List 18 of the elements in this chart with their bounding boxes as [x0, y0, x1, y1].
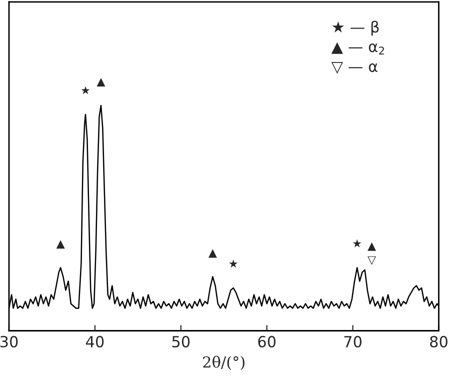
annotation: ▽: [368, 256, 376, 265]
x-tick-label: 40: [86, 336, 104, 348]
x-axis-title: 2θ/(°): [203, 356, 244, 370]
annotation: ★: [81, 86, 90, 94]
annotation: ▲: [208, 249, 217, 258]
x-tick-label: 70: [344, 336, 362, 348]
annotation: ★: [229, 260, 238, 268]
annotation: ▲: [56, 240, 65, 249]
x-tick-label: 80: [430, 336, 448, 348]
x-tick-label: 30: [0, 336, 18, 348]
annotation: ▲: [368, 242, 376, 251]
x-tick-label: 50: [172, 336, 190, 348]
x-tick-label: 60: [258, 336, 276, 348]
text: ★ — β: [332, 20, 379, 36]
text: ▽ — α: [331, 62, 378, 74]
text: ▲ — α$_{2}$: [331, 42, 384, 55]
annotation: ▲: [96, 78, 106, 87]
annotation: ★: [352, 239, 362, 248]
